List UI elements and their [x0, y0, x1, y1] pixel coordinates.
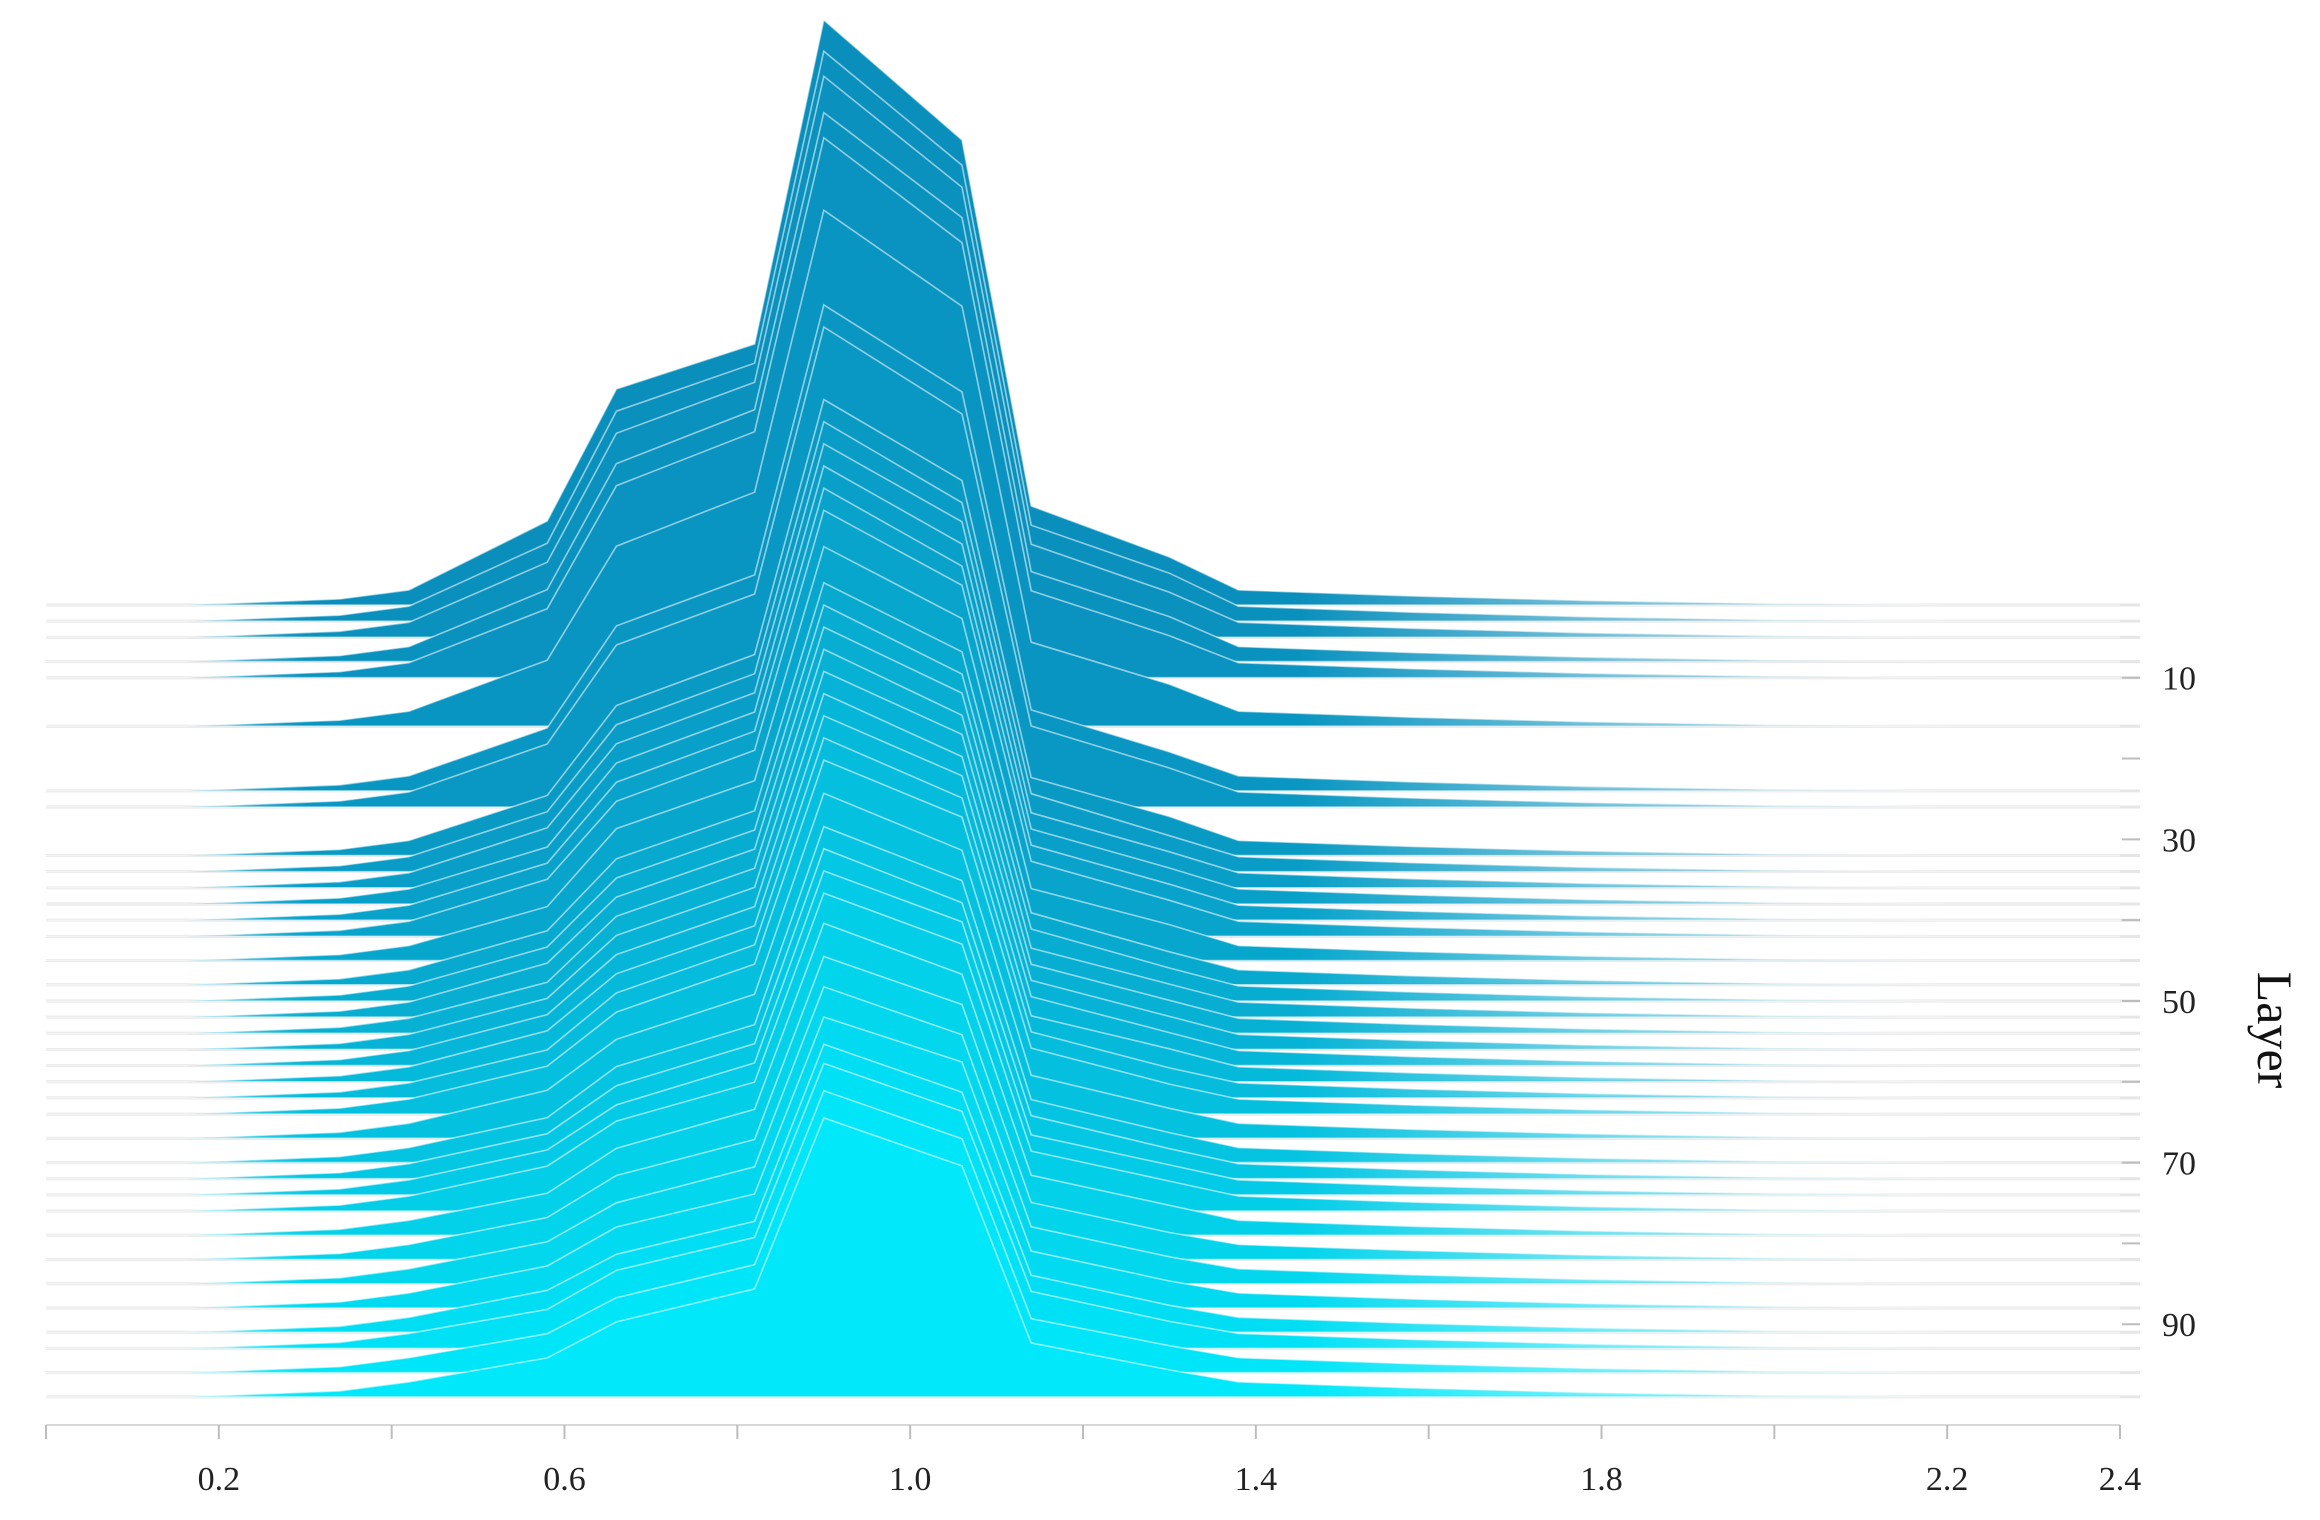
ridge-layer-50: [46, 603, 2120, 1002]
x-tick-label: 1.8: [1580, 1461, 1623, 1498]
ridge-layer-24: [46, 303, 2120, 792]
ridge-layer-70: [46, 825, 2120, 1164]
ridge-layer-72: [46, 847, 2120, 1180]
ridge-layer-3: [46, 49, 2120, 622]
ridge-layer-74: [46, 869, 2120, 1196]
ridge-layer-85: [46, 985, 2120, 1285]
y-axis-title: Layer: [2247, 972, 2303, 1089]
x-tick-label: 1.4: [1235, 1461, 1278, 1498]
ridge-layer-42: [46, 509, 2120, 938]
ridge-layer-10: [46, 136, 2120, 679]
ridge-layer-56: [46, 670, 2120, 1051]
ridge-layer-60: [46, 714, 2120, 1083]
ridge-layer-76: [46, 892, 2120, 1212]
ridge-layer-91: [46, 1043, 2120, 1334]
ridge-layer-5: [46, 74, 2120, 639]
ridge-layer-54: [46, 648, 2120, 1035]
x-tick-label: 0.6: [543, 1461, 586, 1498]
y-tick-label: 70: [2162, 1146, 2196, 1183]
ridge-layer-26: [46, 325, 2120, 808]
ridge-layer-52: [46, 625, 2120, 1018]
ridge-layer-93: [46, 1062, 2120, 1350]
ridge-layer-67: [46, 792, 2120, 1140]
ridge-layer-64: [46, 759, 2120, 1115]
ridge-layer-38: [46, 464, 2120, 905]
y-tick-label: 30: [2162, 822, 2196, 859]
ridge-layer-34: [46, 420, 2120, 873]
ridge-layer-88: [46, 1016, 2120, 1309]
ridge-layer-58: [46, 692, 2120, 1067]
ridge-layer-32: [46, 398, 2120, 857]
ridge-layer-45: [46, 545, 2120, 962]
ridge-layer-79: [46, 922, 2120, 1237]
ridge-layer-1: [46, 18, 2120, 606]
ridge-layer-99: [46, 1116, 2120, 1398]
y-tick-label: 50: [2162, 984, 2196, 1021]
ridge-layer-82: [46, 955, 2120, 1261]
ridge-layer-48: [46, 581, 2120, 986]
x-tick-label: 2.4: [2099, 1461, 2142, 1498]
y-tick-label: 10: [2162, 661, 2196, 698]
ridge-layer-96: [46, 1089, 2120, 1374]
x-tick-label: 0.2: [198, 1461, 241, 1498]
x-axis: 0.2 0.6 1.0 1.4 1.8 2.2 2.4: [45, 1424, 2142, 1498]
x-tick-label: 2.2: [1926, 1461, 1969, 1498]
ridge-layer-40: [46, 487, 2120, 921]
ridge-layer-8: [46, 111, 2120, 663]
y-axis: 10 30 50 70 90: [2122, 661, 2196, 1344]
ridge-layer-36: [46, 442, 2120, 889]
x-tick-label: 1.0: [889, 1461, 932, 1498]
y-tick-label: 90: [2162, 1307, 2196, 1344]
layer-ridges: [46, 18, 2120, 1398]
ridge-layer-16: [46, 208, 2120, 727]
ridge-layer-62: [46, 736, 2120, 1099]
